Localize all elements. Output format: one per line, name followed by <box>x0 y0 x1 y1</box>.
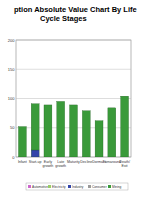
bar <box>31 104 39 150</box>
x-tick-line: Start-up <box>29 160 42 164</box>
legend-label: Electricity <box>52 185 66 189</box>
bar <box>70 105 78 157</box>
legend-label: Industry <box>72 185 84 189</box>
legend-box <box>26 183 128 190</box>
legend-swatch <box>108 185 111 188</box>
y-tick-label: 50 <box>10 125 15 130</box>
plot-area <box>16 40 131 157</box>
legend-label: Consumer <box>92 185 108 189</box>
legend-swatch <box>28 185 31 188</box>
x-tick-label: Decline <box>80 160 92 164</box>
x-tick-label: Turnaround <box>103 160 121 164</box>
x-tick-label: Maturity <box>67 160 80 164</box>
y-tick-label: 0 <box>12 155 15 160</box>
bar <box>108 108 116 157</box>
x-tick-line: Decline <box>80 160 92 164</box>
x-tick-line: Exit <box>122 164 128 168</box>
grid-line <box>16 40 131 41</box>
y-tick-label: 100 <box>8 96 15 101</box>
x-tick-label: Death/Exit <box>119 160 130 168</box>
bar <box>95 121 103 157</box>
y-tick-label: 150 <box>8 67 15 72</box>
x-tick-line: Turnaround <box>103 160 121 164</box>
x-tick-label: Start-up <box>29 160 42 164</box>
grid-line <box>16 69 131 70</box>
title: ption Absolute Value Chart By LifeCycle … <box>14 5 137 23</box>
title-line: ption Absolute Value Chart By Life <box>14 5 137 14</box>
bar <box>44 105 52 157</box>
legend-swatch <box>68 185 71 188</box>
x-tick-line: Infant <box>18 160 27 164</box>
legend-label: Automotive <box>32 185 48 189</box>
bar <box>18 127 26 157</box>
chart: ption Absolute Value Chart By LifeCycle … <box>0 0 149 198</box>
grid-line <box>16 98 131 99</box>
x-tick-label: Earlygrowth <box>43 160 54 168</box>
x-tick-line: growth <box>55 164 66 168</box>
y-tick-label: 200 <box>8 38 15 43</box>
x-tick-label: Lategrowth <box>55 160 66 168</box>
legend-swatch <box>48 185 51 188</box>
bar <box>57 101 65 157</box>
bar <box>82 111 90 157</box>
legend-label: Mining <box>112 185 122 189</box>
x-tick-line: growth <box>43 164 54 168</box>
bars <box>18 96 128 157</box>
bar <box>121 96 129 157</box>
x-tick-line: Maturity <box>67 160 80 164</box>
x-tick-label: Infant <box>18 160 27 164</box>
legend-swatch <box>88 185 91 188</box>
bar <box>31 150 39 157</box>
title-line: Cycle Stages <box>40 14 87 23</box>
